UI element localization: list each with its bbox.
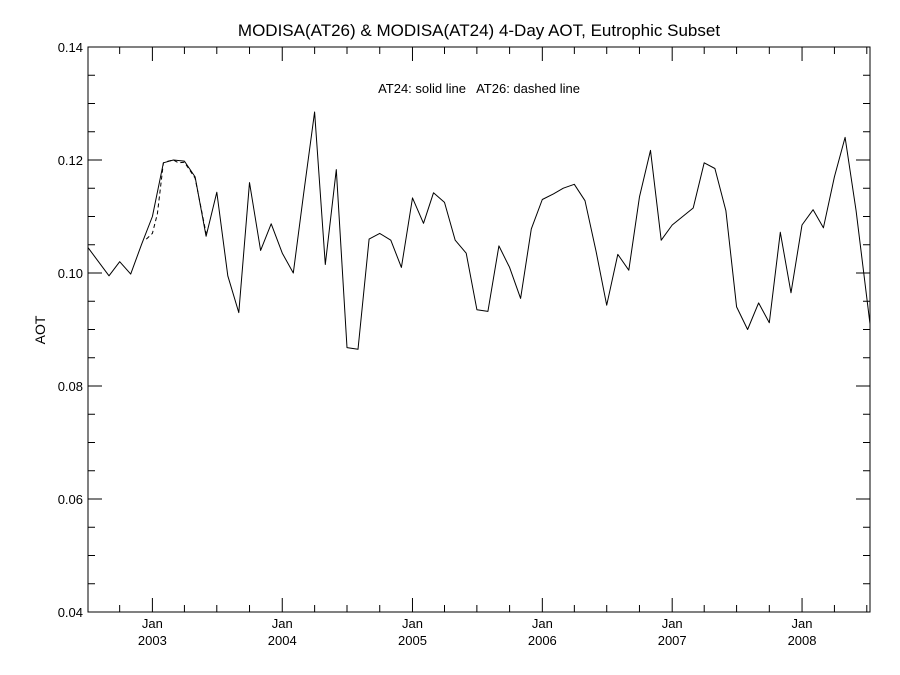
x-tick-label-month: Jan [142, 616, 163, 631]
x-tick-label-month: Jan [532, 616, 553, 631]
x-tick-label-year: 2004 [268, 633, 297, 648]
chart-annotation: AT24: solid line AT26: dashed line [378, 81, 580, 96]
y-tick-label: 0.04 [58, 605, 83, 620]
plot-frame [87, 46, 871, 613]
y-tick-label: 0.06 [58, 492, 83, 507]
series-layer [87, 111, 871, 350]
x-tick-label-year: 2006 [528, 633, 557, 648]
x-tick-label-month: Jan [792, 616, 813, 631]
y-tick-label: 0.08 [58, 379, 83, 394]
x-tick-label-year: 2008 [788, 633, 817, 648]
series-line-at24 [87, 111, 871, 350]
y-tick-label: 0.12 [58, 153, 83, 168]
x-tick-label-year: 2005 [398, 633, 427, 648]
y-tick-label: 0.14 [58, 40, 83, 55]
x-tick-label-month: Jan [272, 616, 293, 631]
x-tick-label-month: Jan [402, 616, 423, 631]
x-tick-label-month: Jan [662, 616, 683, 631]
y-tick-label: 0.10 [58, 266, 83, 281]
y-axis-ticks: 0.04 0.06 0.08 0.10 0.12 0.14 [58, 40, 870, 620]
series-line-at26 [145, 159, 207, 240]
x-tick-label-year: 2007 [658, 633, 687, 648]
x-axis-ticks: Jan 2003 Jan 2004 Jan 2005 Jan 2006 Jan 2007 Jan 20… [119, 47, 868, 648]
x-tick-label-year: 2003 [138, 633, 167, 648]
chart-title: MODISA(AT26) & MODISA(AT24) 4-Day AOT, E… [237, 21, 721, 40]
